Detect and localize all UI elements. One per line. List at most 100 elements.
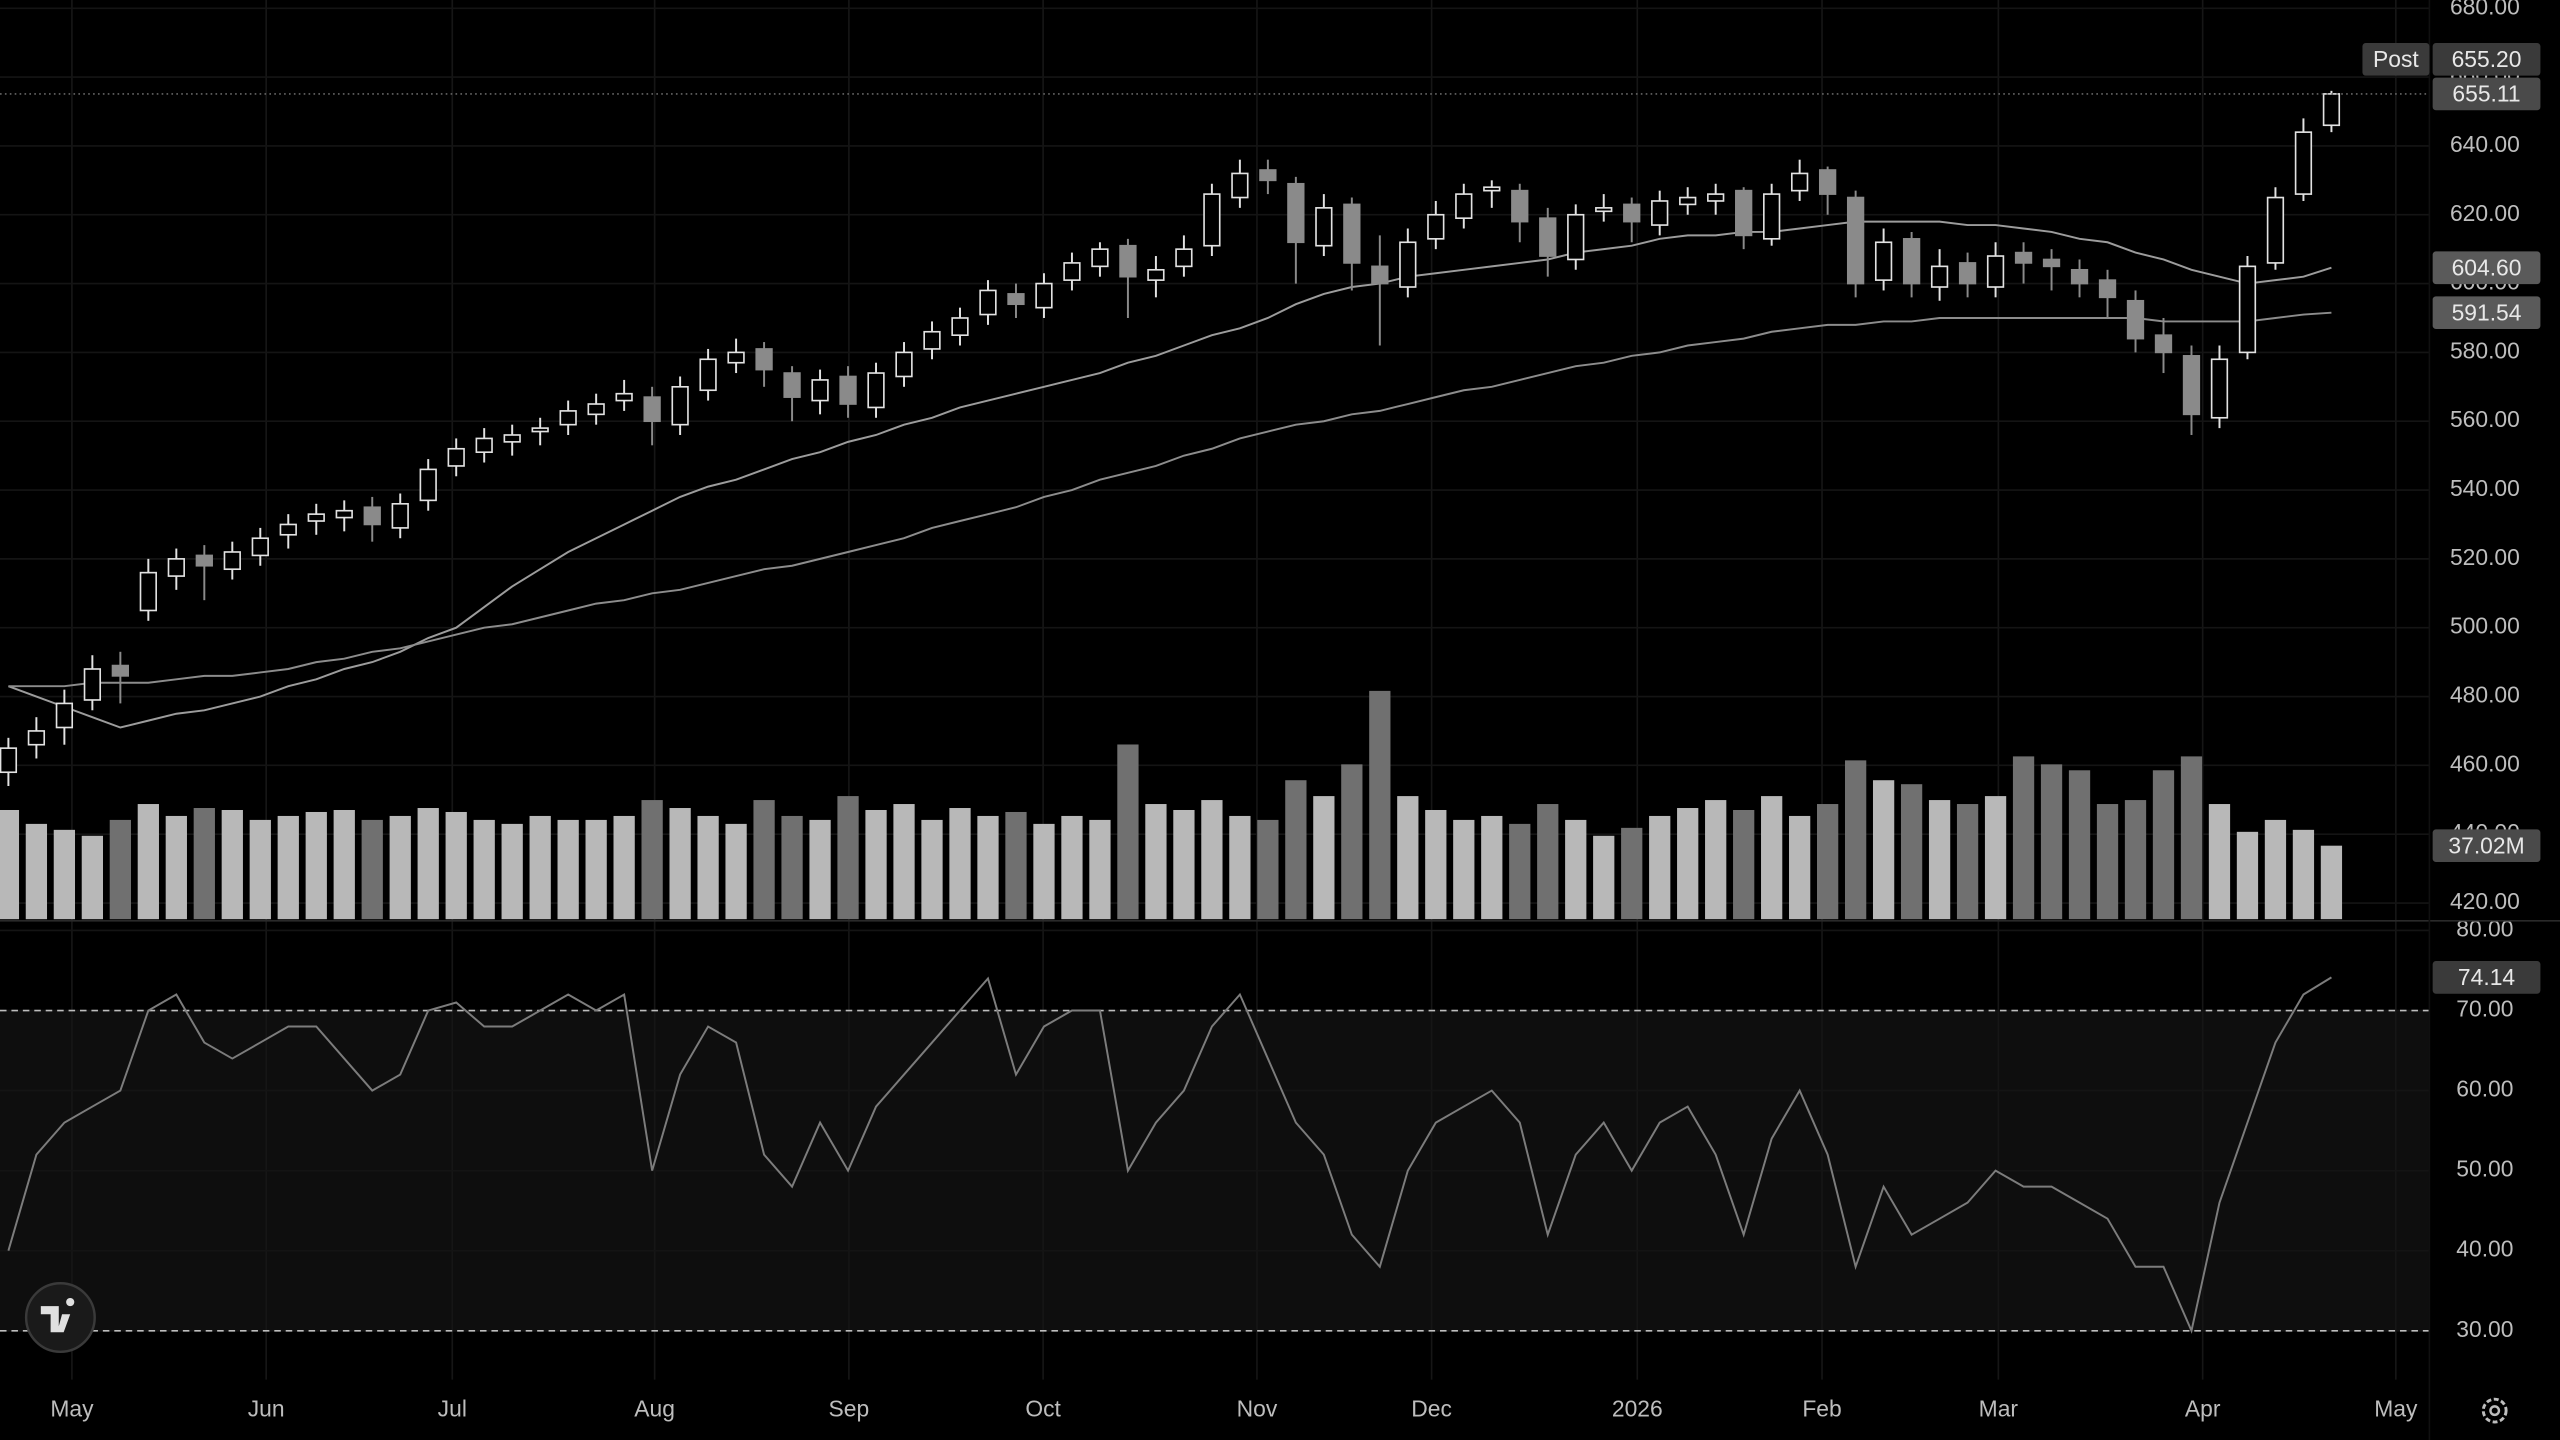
x-tick-label: Sep [829, 1396, 870, 1422]
candle-body [111, 664, 130, 677]
candle-body [923, 330, 941, 350]
candle-body [811, 379, 829, 402]
volume-bar [977, 815, 999, 920]
volume-bar [305, 811, 327, 920]
settings-icon[interactable] [2481, 1397, 2508, 1424]
candle-body [1147, 268, 1165, 281]
candle-body [1119, 244, 1137, 278]
candle-body [83, 668, 102, 701]
candle-body [1203, 193, 1221, 247]
x-tick-label: Nov [1237, 1396, 1278, 1422]
logo-mark [40, 1297, 75, 1333]
volume-bar [361, 819, 383, 920]
volume-bar [501, 823, 523, 920]
rsi-last-value-box [2432, 961, 2541, 994]
candle-body [1595, 207, 1613, 213]
post-price-box [2432, 42, 2541, 76]
candle-body [615, 392, 633, 402]
candle-body [1483, 186, 1501, 192]
volume-last-value-box [2432, 829, 2541, 863]
volume-bar [1173, 809, 1195, 920]
rsi-tick-label: 60.00 [2456, 1076, 2513, 1102]
candle-body [1707, 193, 1725, 202]
candle-body [895, 351, 913, 378]
volume-bar [837, 796, 859, 920]
candle-body [1063, 262, 1081, 281]
volume-last-value: 37.02M [2448, 832, 2524, 858]
candle-body [2070, 268, 2089, 285]
volume-bar [1817, 804, 1839, 920]
candle-body [783, 372, 801, 398]
volume-bar [193, 808, 215, 920]
last-price-box [2432, 77, 2541, 111]
candle-body [979, 289, 997, 316]
candle-body [1343, 203, 1361, 264]
volume-bar [585, 819, 607, 920]
candle-body [55, 702, 74, 729]
candle-body [2210, 358, 2229, 419]
volume-bar [1117, 744, 1139, 920]
candle-body [2014, 251, 2033, 264]
candle-body [279, 523, 297, 536]
x-tick-label: Jun [248, 1396, 285, 1422]
candle-body [1539, 217, 1557, 257]
volume-bar [1761, 796, 1783, 920]
x-tick-label: Mar [1979, 1396, 2019, 1422]
volume-bar [445, 811, 467, 920]
x-tick-label: Apr [2185, 1396, 2221, 1422]
volume-bar [557, 819, 579, 920]
volume-bar [1565, 819, 1587, 920]
volume-bar [1593, 835, 1615, 920]
candle-body [755, 348, 773, 371]
moving-average [8, 311, 2332, 688]
candle-body [251, 537, 269, 557]
volume-bar [2040, 764, 2063, 920]
x-tick-label: May [50, 1396, 94, 1422]
candle-body [1763, 193, 1781, 240]
volume-bar [865, 809, 887, 920]
volume-bar [1341, 764, 1363, 920]
candle-body [643, 396, 661, 423]
candle-body [1958, 262, 1977, 285]
y-tick-label: 480.00 [2450, 682, 2520, 708]
volume-bar [109, 819, 131, 920]
candle-body [335, 509, 353, 519]
volume-bar [221, 809, 243, 920]
y-tick-label: 520.00 [2450, 544, 2520, 570]
volume-bar [277, 815, 299, 920]
x-tick-label: May [2374, 1396, 2418, 1422]
y-tick-label: 420.00 [2450, 888, 2520, 914]
candle-body [951, 317, 969, 337]
post-price: 655.20 [2452, 46, 2522, 72]
candle-body [867, 372, 885, 409]
moving-average [8, 220, 2332, 729]
volume-bar [1844, 760, 1867, 920]
candle-body [503, 434, 521, 443]
volume-bar [725, 823, 747, 920]
candle-body [2126, 299, 2145, 340]
volume-bar [1061, 815, 1083, 920]
volume-bar [2208, 804, 2231, 920]
volume-bar [1649, 815, 1671, 920]
candle-body [1623, 203, 1641, 223]
rsi-last-value: 74.14 [2458, 964, 2515, 990]
volume-bar [1229, 815, 1251, 920]
ma-last-value: 604.60 [2452, 254, 2522, 280]
candle-body [1511, 189, 1529, 223]
candle-body [839, 375, 857, 405]
volume-bar [389, 815, 411, 920]
logo-circle [24, 1282, 96, 1354]
volume-bar [1369, 690, 1391, 920]
candle-body [2154, 334, 2173, 354]
candle-body [307, 513, 325, 522]
logo[interactable] [24, 1282, 96, 1354]
volume-bar [893, 804, 915, 920]
gear-hub [2489, 1405, 2501, 1417]
volume-bar [1872, 780, 1895, 920]
volume-bar [1089, 819, 1111, 920]
volume-bar [1984, 796, 2007, 920]
candle-body [587, 403, 605, 416]
candle-body [2182, 355, 2201, 416]
